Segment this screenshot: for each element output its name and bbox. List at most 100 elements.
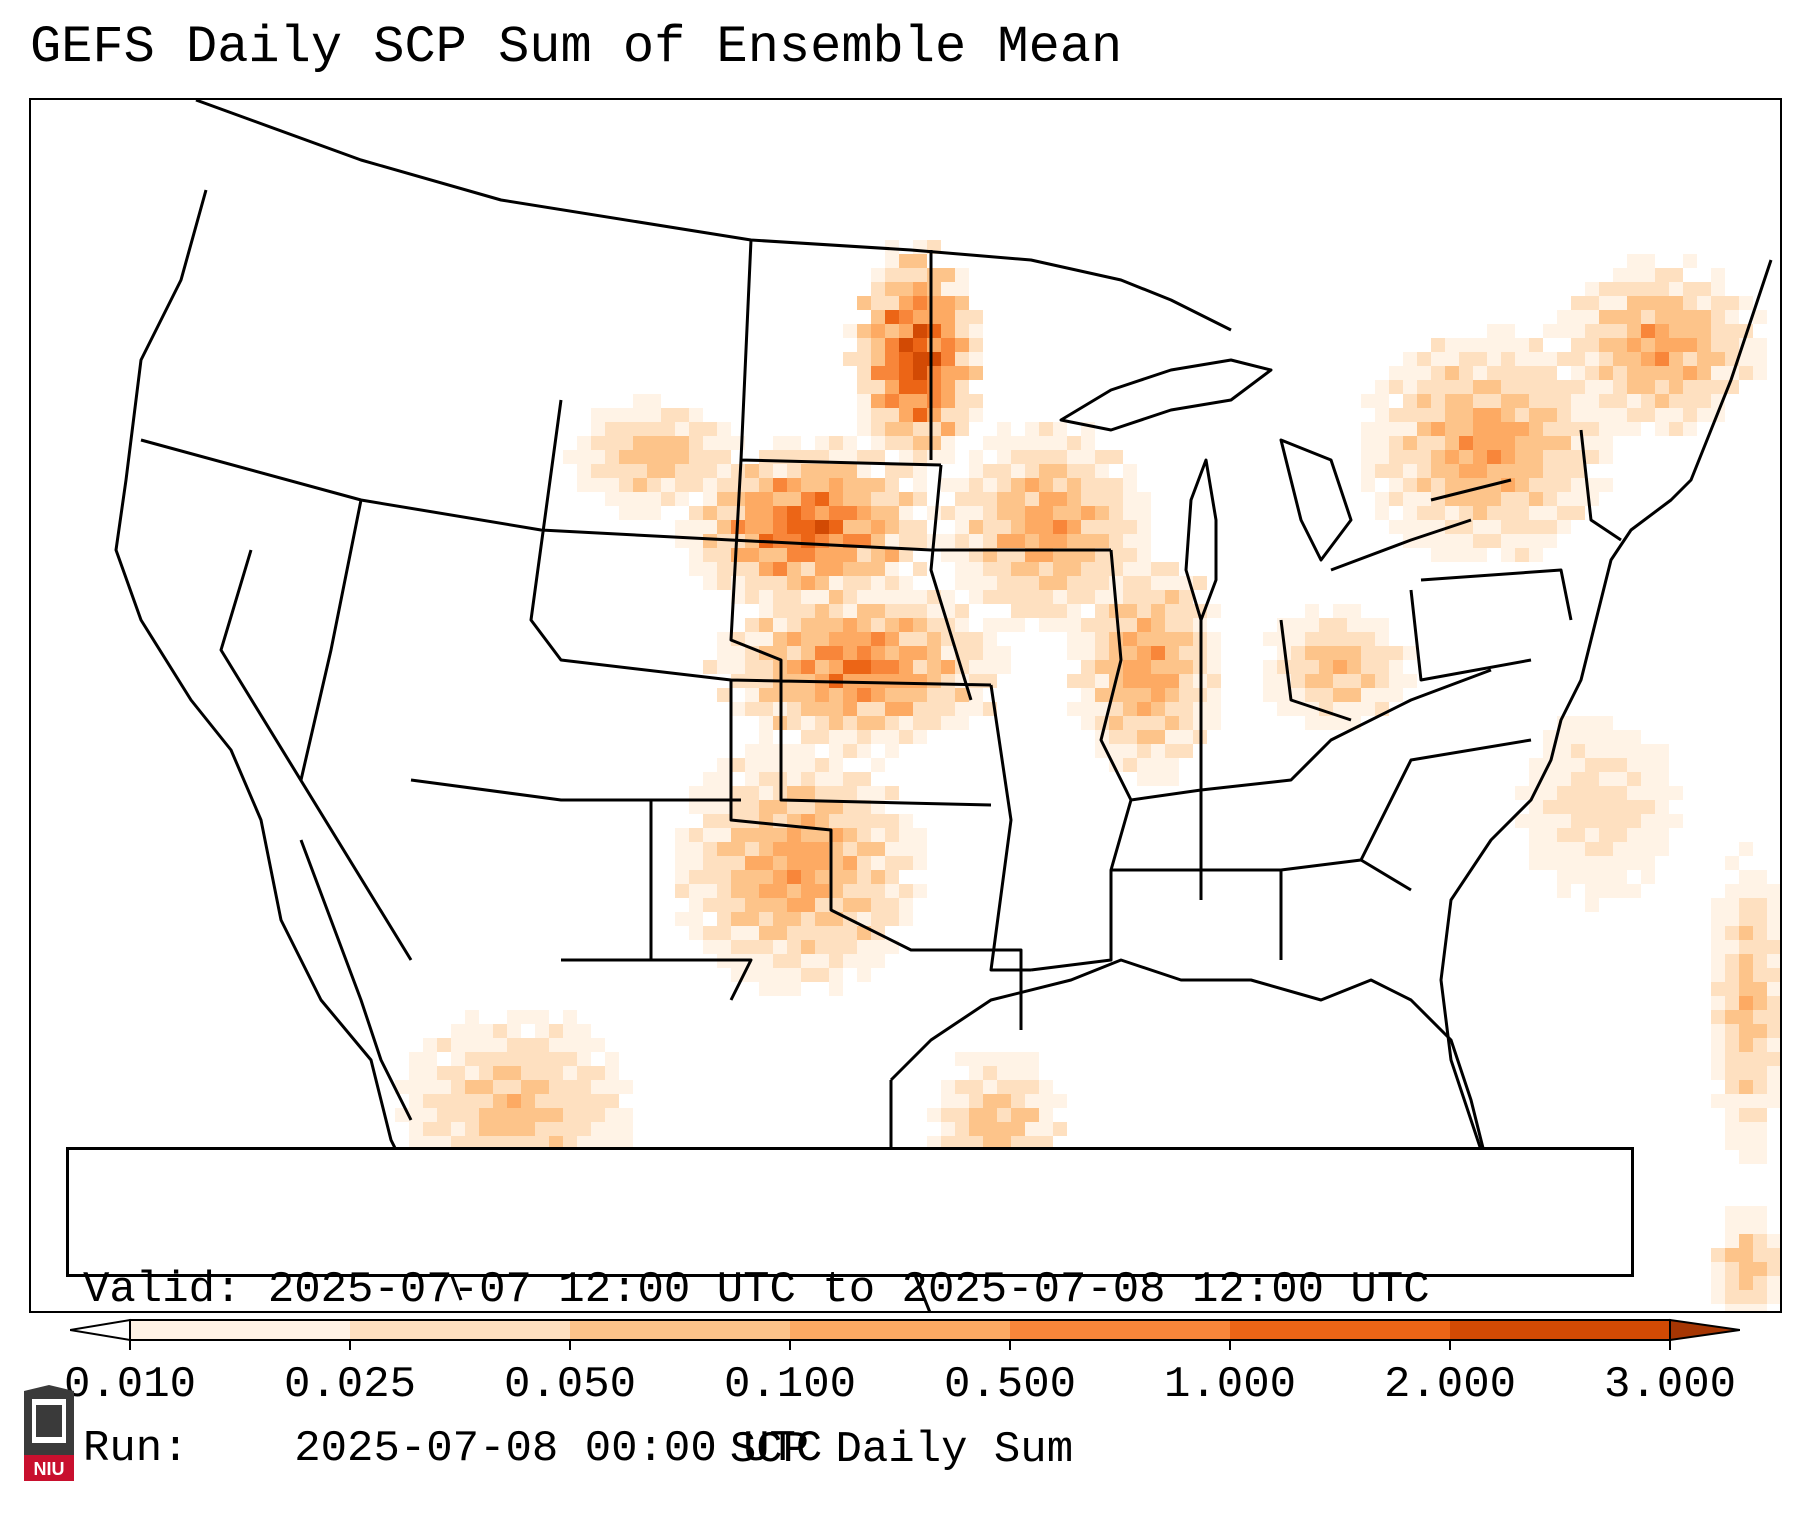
scp-cell: [1053, 520, 1067, 534]
scp-cell: [745, 520, 759, 534]
scp-cell: [1711, 982, 1725, 996]
scp-cell: [1585, 842, 1599, 856]
scp-cell: [801, 520, 815, 534]
scp-cell: [703, 660, 717, 674]
scp-cell: [1123, 534, 1137, 548]
scp-cell: [871, 674, 885, 688]
scp-cell: [1739, 1290, 1753, 1304]
scp-cell: [1543, 800, 1557, 814]
scp-cell: [1767, 1094, 1780, 1108]
scp-cell: [1487, 492, 1501, 506]
scp-cell: [1585, 730, 1599, 744]
scp-cell: [689, 422, 703, 436]
scp-cell: [1557, 450, 1571, 464]
scp-cell: [1543, 450, 1557, 464]
scp-cell: [913, 352, 927, 366]
scp-cell: [899, 324, 913, 338]
scp-cell: [871, 856, 885, 870]
scp-cell: [1095, 520, 1109, 534]
scp-cell: [913, 450, 927, 464]
scp-cell: [843, 856, 857, 870]
scp-cell: [1739, 842, 1753, 856]
scp-cell: [1165, 772, 1179, 786]
scp-cell: [1725, 1234, 1739, 1248]
colorbar-bin: [1010, 1320, 1231, 1340]
scp-cell: [1039, 590, 1053, 604]
scp-cell: [1053, 464, 1067, 478]
scp-cell: [1529, 366, 1543, 380]
scp-cell: [1501, 394, 1515, 408]
scp-cell: [1151, 632, 1165, 646]
scp-cell: [1753, 1262, 1767, 1276]
scp-cell: [787, 576, 801, 590]
scp-cell: [1473, 380, 1487, 394]
scp-cell: [927, 450, 941, 464]
scp-cell: [913, 492, 927, 506]
scp-cell: [885, 856, 899, 870]
scp-cell: [969, 702, 983, 716]
scp-cell: [647, 464, 661, 478]
scp-cell: [1655, 772, 1669, 786]
scp-cell: [1725, 884, 1739, 898]
scp-cell: [1319, 660, 1333, 674]
scp-cell: [591, 478, 605, 492]
scp-cell: [1417, 492, 1431, 506]
scp-cell: [759, 954, 773, 968]
scp-cell: [1529, 380, 1543, 394]
scp-cell: [983, 562, 997, 576]
scp-cell: [857, 660, 871, 674]
scp-cell: [1053, 492, 1067, 506]
scp-cell: [591, 1136, 605, 1150]
scp-cell: [1445, 380, 1459, 394]
scp-cell: [941, 394, 955, 408]
scp-cell: [955, 1122, 969, 1136]
scp-cell: [1389, 436, 1403, 450]
scp-cell: [885, 520, 899, 534]
scp-cell: [1753, 1276, 1767, 1290]
scp-cell: [507, 1136, 521, 1150]
scp-cell: [521, 1122, 535, 1136]
scp-cell: [1431, 366, 1445, 380]
scp-cell: [1487, 534, 1501, 548]
scp-cell: [1501, 422, 1515, 436]
scp-cell: [773, 870, 787, 884]
scp-cell: [1361, 464, 1375, 478]
scp-cell: [745, 898, 759, 912]
scp-cell: [1165, 744, 1179, 758]
scp-cell: [969, 310, 983, 324]
scp-cell: [661, 422, 675, 436]
scp-cell: [1067, 674, 1081, 688]
scp-cell: [815, 646, 829, 660]
scp-cell: [1165, 576, 1179, 590]
scp-cell: [1445, 408, 1459, 422]
scp-cell: [1305, 716, 1319, 730]
scp-cell: [423, 1136, 437, 1150]
scp-cell: [997, 478, 1011, 492]
scp-cell: [661, 492, 675, 506]
scp-cell: [801, 898, 815, 912]
scp-cell: [899, 506, 913, 520]
scp-cell: [591, 1122, 605, 1136]
scp-cell: [969, 1052, 983, 1066]
scp-cell: [1263, 660, 1277, 674]
scp-cell: [1431, 464, 1445, 478]
scp-cell: [1011, 464, 1025, 478]
scp-cell: [717, 646, 731, 660]
scp-cell: [1711, 1066, 1725, 1080]
scp-cell: [465, 1052, 479, 1066]
scp-cell: [885, 884, 899, 898]
scp-cell: [1739, 1276, 1753, 1290]
scp-cell: [1767, 1066, 1780, 1080]
scp-cell: [717, 548, 731, 562]
scp-cell: [759, 492, 773, 506]
scp-cell: [1473, 408, 1487, 422]
scp-cell: [1067, 702, 1081, 716]
scp-cell: [913, 632, 927, 646]
scp-cell: [703, 926, 717, 940]
scp-cell: [465, 1136, 479, 1150]
scp-cell: [927, 408, 941, 422]
scp-cell: [829, 478, 843, 492]
scp-cell: [1389, 478, 1403, 492]
scp-cell: [899, 632, 913, 646]
scp-cell: [843, 898, 857, 912]
